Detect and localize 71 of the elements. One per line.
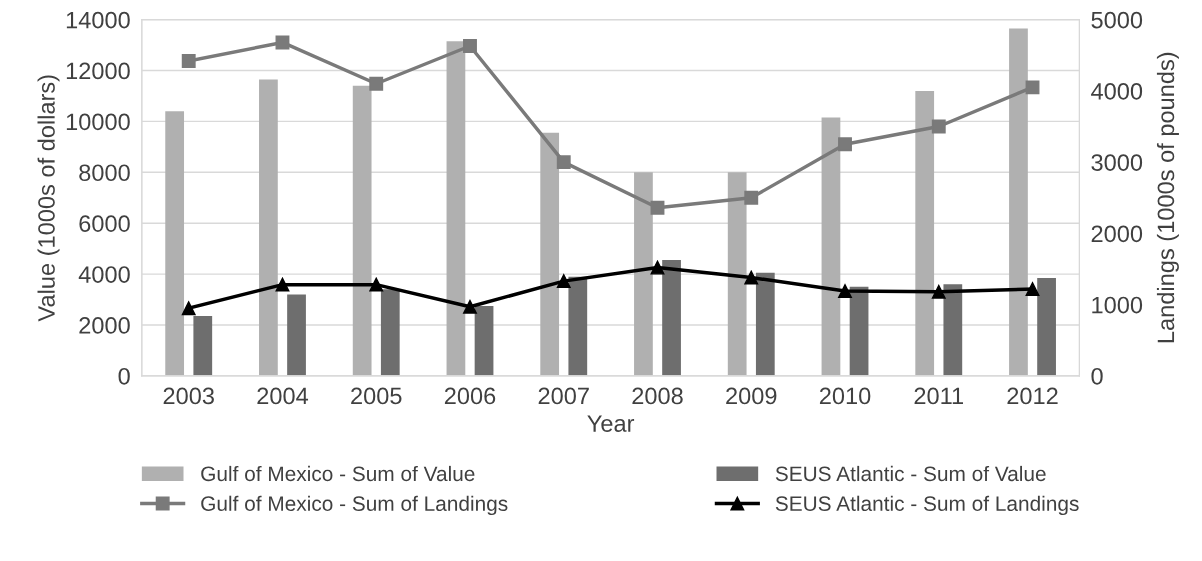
x-tick-label: 2006 (444, 387, 496, 405)
y2-tick-label: 2000 (1091, 225, 1143, 243)
bar (446, 41, 466, 376)
bar (849, 286, 869, 376)
y2-axis-title: Landings (1000s of pounds) (1156, 52, 1179, 343)
point (838, 284, 852, 299)
bar (1037, 277, 1056, 376)
point (744, 270, 759, 285)
bar (568, 276, 588, 376)
bar (352, 85, 372, 376)
bar (943, 284, 963, 376)
bar (755, 272, 775, 376)
legend-label: SEUS Atlantic - Sum of Landings (775, 495, 1079, 516)
legend-label: Gulf of Mexico - Sum of Value (201, 465, 475, 482)
x-tick-label: 2005 (351, 387, 402, 405)
y2-tick-label: 3000 (1091, 154, 1143, 171)
point (275, 277, 290, 292)
legend-label: Gulf of Mexico - Sum of Landings (201, 495, 508, 516)
bar (662, 260, 681, 376)
y-tick-label: 2000 (79, 317, 130, 334)
bar (259, 79, 278, 376)
bar (287, 294, 306, 376)
y2-tick-label: 5000 (1091, 11, 1143, 29)
y-axis-title: Value (1000s of dollars) (37, 75, 60, 322)
point (650, 260, 665, 275)
point (556, 274, 571, 289)
point (838, 137, 852, 152)
point (1025, 282, 1040, 296)
bar (540, 132, 560, 376)
y-tick-label: 12000 (66, 62, 130, 80)
y-tick-label: 14000 (66, 11, 130, 29)
y2-tick-label: 1000 (1092, 296, 1143, 314)
point (369, 277, 384, 292)
x-tick-label: 2004 (257, 387, 309, 405)
bar (727, 172, 747, 376)
point (181, 301, 196, 316)
point (463, 299, 477, 314)
x-tick-label: 2003 (163, 387, 214, 405)
point (181, 54, 196, 68)
bar (474, 305, 494, 376)
x-tick-label: 2012 (1007, 387, 1058, 405)
x-tick-label: 2011 (914, 387, 963, 405)
y-tick-label: 10000 (66, 113, 130, 131)
bar (1009, 28, 1028, 376)
bar (380, 289, 400, 376)
y-tick-label: 0 (118, 367, 130, 385)
bar (165, 111, 185, 376)
point (369, 76, 384, 91)
x-tick-label: 2007 (538, 387, 589, 405)
y2-tick-label: 0 (1091, 367, 1103, 385)
bar (634, 172, 653, 376)
bar (193, 316, 213, 376)
legend-label: SEUS Atlantic - Sum of Value (775, 465, 1046, 482)
x-tick-label: 2009 (726, 387, 777, 405)
point (931, 119, 946, 134)
y-tick-label: 4000 (78, 266, 130, 283)
bar (915, 90, 935, 376)
point (463, 39, 477, 53)
x-tick-label: 2008 (632, 387, 683, 405)
y-tick-label: 6000 (79, 215, 130, 232)
point (1025, 80, 1040, 95)
x-axis-title: Year (587, 415, 635, 432)
point (744, 190, 759, 205)
point (275, 35, 290, 50)
point (931, 284, 946, 299)
y2-tick-label: 4000 (1091, 82, 1143, 100)
point (556, 155, 571, 170)
bar (821, 117, 841, 376)
y-tick-label: 8000 (79, 164, 130, 182)
x-tick-label: 2010 (819, 387, 871, 405)
point (650, 200, 665, 215)
